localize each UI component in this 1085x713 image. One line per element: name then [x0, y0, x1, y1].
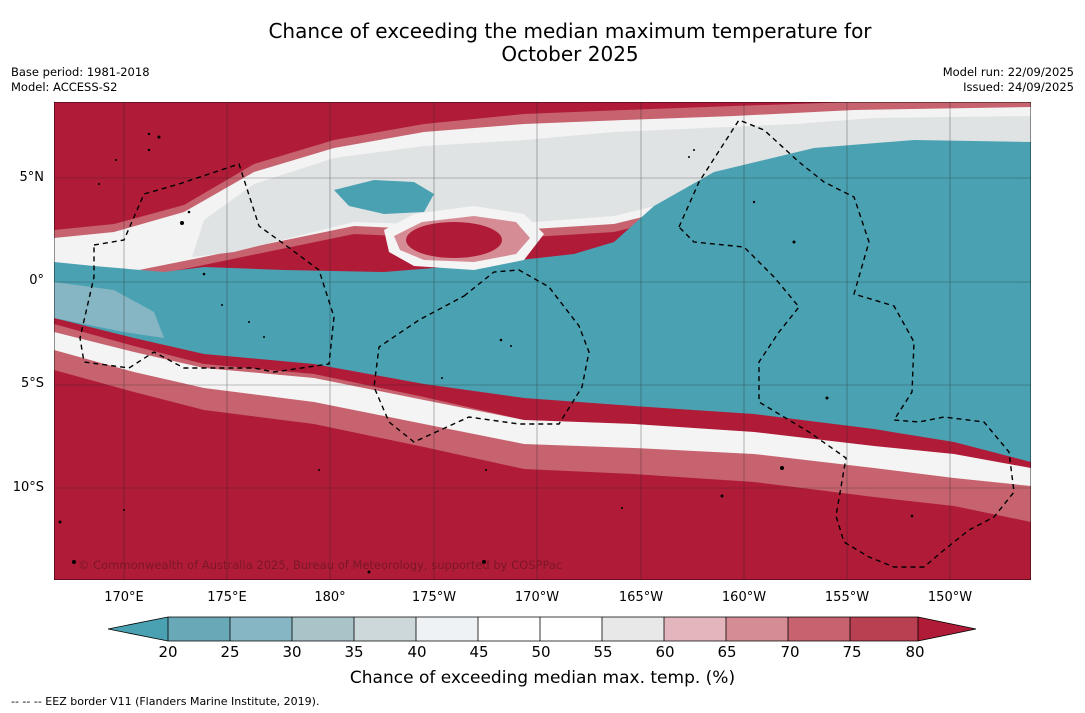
- colorbar-tick-40: 40: [407, 643, 427, 661]
- colorbar-title: Chance of exceeding median max. temp. (%…: [349, 668, 736, 688]
- colorbar-tick-50: 50: [531, 643, 551, 661]
- lon-label-175e: 175°E: [207, 590, 247, 605]
- colorbar-bin-65-70: [726, 617, 788, 641]
- colorbar-bin-40-45: [416, 617, 478, 641]
- lat-label-10s: 10°S: [12, 480, 44, 495]
- map-canvas: [53, 101, 1032, 581]
- colorbar-bin-75-80: [850, 617, 918, 641]
- issued-date: Issued: 24/09/2025: [963, 80, 1074, 94]
- colorbar-bin-30-35: [292, 617, 354, 641]
- lat-label-0: 0°: [29, 273, 44, 288]
- lat-label-5n: 5°N: [19, 170, 45, 185]
- graticule: [54, 102, 1031, 580]
- colorbar-tick-35: 35: [344, 643, 364, 661]
- colorbar-bin-45-50: [478, 617, 540, 641]
- forecast-map: [53, 101, 1032, 581]
- colorbar-tick-70: 70: [780, 643, 800, 661]
- title-line-1: Chance of exceeding the median maximum t…: [268, 19, 872, 43]
- colorbar-tick-55: 55: [593, 643, 613, 661]
- lon-label-170w: 170°W: [514, 590, 560, 605]
- colorbar: [107, 615, 978, 643]
- colorbar-bin-55-60: [602, 617, 664, 641]
- colorbar-tick-25: 25: [220, 643, 240, 661]
- colorbar-below-arrow: [108, 617, 168, 641]
- colorbar-bin-50-55: [540, 617, 602, 641]
- lon-label-170e: 170°E: [104, 590, 144, 605]
- map-title: Chance of exceeding the median maximum t…: [0, 20, 1085, 66]
- meta-right: Model run: 22/09/2025 Issued: 24/09/2025: [943, 65, 1074, 95]
- colorbar-bin-25-30: [230, 617, 292, 641]
- colorbar-svg: [107, 616, 977, 642]
- lon-label-155w: 155°W: [824, 590, 870, 605]
- lon-label-175w: 175°W: [411, 590, 457, 605]
- eez-footnote: -- -- -- EEZ border V11 (Flanders Marine…: [11, 695, 320, 708]
- cool-eddy-north: [334, 180, 434, 214]
- meta-left: Base period: 1981-2018 Model: ACCESS-S2: [11, 65, 150, 95]
- eez-border-west: [79, 163, 335, 373]
- islands: [58, 132, 914, 574]
- eez-border-central: [373, 269, 590, 443]
- lat-label-5s: 5°S: [20, 376, 44, 391]
- colorbar-outline: [107, 616, 977, 642]
- cool-transition-west: [54, 282, 164, 338]
- colorbar-tick-75: 75: [842, 643, 862, 661]
- eez-borders: [79, 119, 1015, 568]
- south-band-white: [54, 332, 1031, 486]
- cool-region: [54, 140, 1031, 462]
- colorbar-tick-20: 20: [158, 643, 178, 661]
- warm-anomaly-core: [406, 222, 502, 258]
- lon-label-150w: 150°W: [927, 590, 973, 605]
- colorbar-bin-35-40: [354, 617, 416, 641]
- model-name: Model: ACCESS-S2: [11, 80, 118, 94]
- colorbar-tick-65: 65: [717, 643, 737, 661]
- colorbar-tick-80: 80: [905, 643, 925, 661]
- lon-label-160w: 160°W: [721, 590, 767, 605]
- model-run: Model run: 22/09/2025: [942, 65, 1074, 79]
- copyright-note: © Commonwealth of Australia 2025, Bureau…: [78, 558, 563, 572]
- lon-label-180: 180°: [314, 590, 346, 605]
- colorbar-bin-60-65: [664, 617, 726, 641]
- colorbar-bin-20-25: [168, 617, 230, 641]
- colorbar-tick-30: 30: [282, 643, 302, 661]
- colorbar-tick-45: 45: [469, 643, 489, 661]
- colorbar-tick-60: 60: [655, 643, 675, 661]
- colorbar-bin-70-75: [788, 617, 850, 641]
- base-period: Base period: 1981-2018: [11, 65, 150, 79]
- lon-label-165w: 165°W: [618, 590, 664, 605]
- colorbar-above-arrow: [918, 617, 976, 641]
- title-line-2: October 2025: [501, 42, 639, 66]
